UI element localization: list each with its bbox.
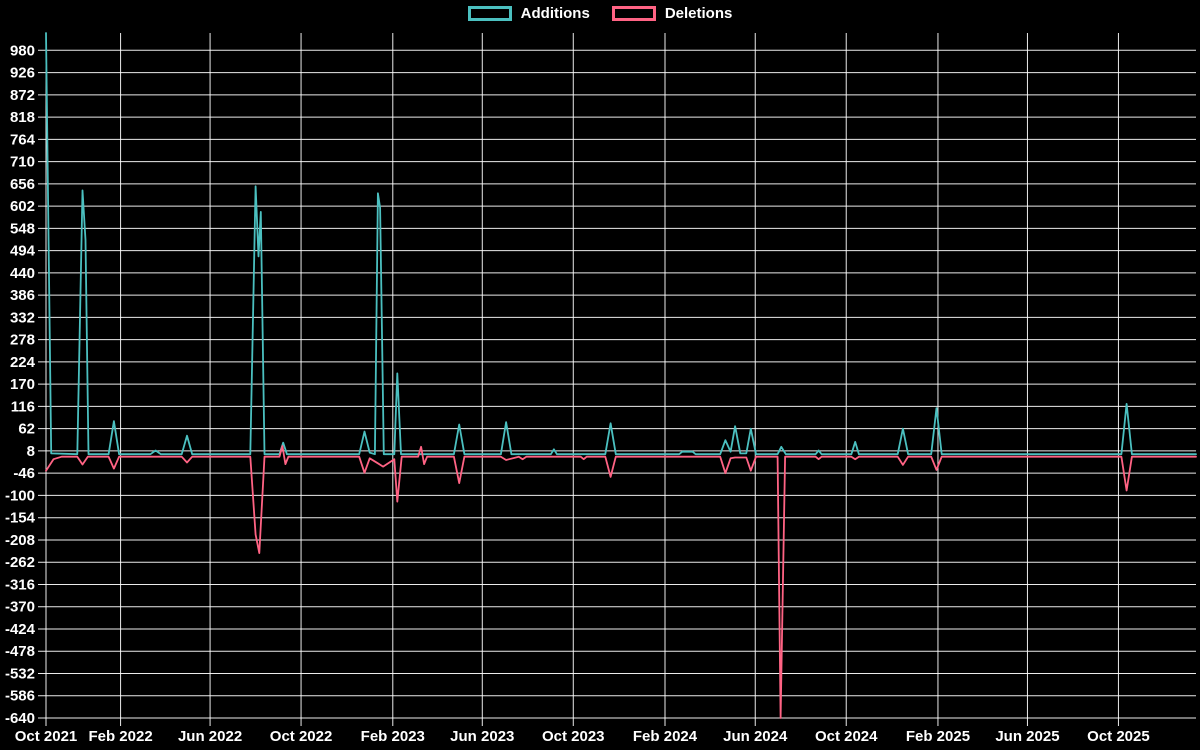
x-tick-label: Jun 2023 (450, 728, 514, 745)
y-tick-label: 224 (10, 354, 36, 371)
y-tick-label: 980 (10, 42, 35, 59)
legend-swatch-deletions-icon (611, 6, 656, 21)
x-tick-label: Feb 2022 (88, 728, 152, 745)
y-tick-label: 494 (10, 243, 36, 260)
x-tick-label: Feb 2025 (906, 728, 970, 745)
y-tick-label: 710 (10, 154, 35, 171)
y-tick-label: 818 (10, 109, 35, 126)
y-tick-label: -316 (5, 576, 35, 593)
legend-swatch-additions-icon (467, 6, 512, 21)
chart-legend: Additions Deletions (0, 6, 1200, 21)
legend-item-deletions[interactable]: Deletions (611, 5, 733, 22)
x-tick-label: Oct 2024 (815, 728, 878, 745)
y-tick-label: 278 (10, 332, 35, 349)
y-tick-label: -586 (5, 688, 35, 705)
plot-area[interactable] (46, 33, 1196, 718)
y-tick-label: 602 (10, 198, 35, 215)
y-tick-label: 764 (10, 131, 36, 148)
y-tick-label: 548 (10, 220, 35, 237)
legend-item-additions[interactable]: Additions (467, 5, 590, 22)
y-tick-label: 926 (10, 65, 35, 82)
deletions-line[interactable] (45, 445, 1197, 719)
y-tick-label: 656 (10, 176, 35, 193)
y-tick-label: -208 (5, 532, 35, 549)
y-tick-label: -154 (5, 510, 36, 527)
y-tick-label: 440 (10, 265, 35, 282)
x-tick-label: Oct 2023 (542, 728, 605, 745)
y-tick-label: -640 (5, 710, 35, 727)
x-tick-label: Oct 2021 (15, 728, 78, 745)
y-tick-label: 116 (11, 398, 35, 415)
y-tick-label: 62 (18, 421, 35, 438)
y-tick-label: -100 (5, 487, 35, 504)
y-tick-label: -478 (5, 643, 35, 660)
x-tick-label: Jun 2022 (178, 728, 242, 745)
x-tick-label: Feb 2024 (633, 728, 698, 745)
legend-label-additions: Additions (520, 5, 590, 22)
additions-line[interactable] (45, 32, 1197, 456)
legend-label-deletions: Deletions (664, 5, 733, 22)
y-tick-label: 386 (10, 287, 35, 304)
y-tick-label: 332 (10, 309, 35, 326)
y-tick-label: -370 (5, 599, 35, 616)
y-tick-label: -46 (13, 465, 35, 482)
x-tick-label: Jun 2025 (995, 728, 1059, 745)
y-tick-label: 170 (10, 376, 35, 393)
x-tick-label: Jun 2024 (723, 728, 788, 745)
x-tick-label: Oct 2025 (1087, 728, 1150, 745)
x-tick-label: Feb 2023 (361, 728, 425, 745)
x-tick-label: Oct 2022 (270, 728, 333, 745)
y-tick-label: 8 (27, 443, 35, 460)
y-tick-label: -424 (5, 621, 36, 638)
y-tick-label: -262 (5, 554, 35, 571)
y-tick-label: -532 (5, 665, 35, 682)
y-tick-label: 872 (10, 87, 35, 104)
